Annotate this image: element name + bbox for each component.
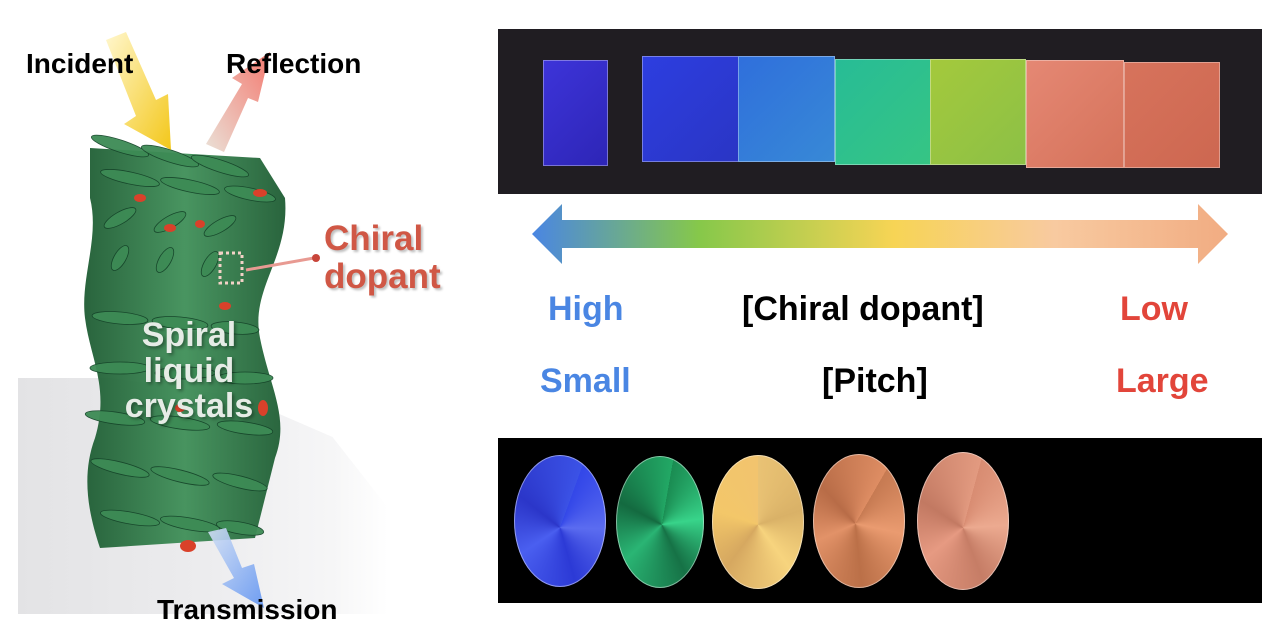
chiral-dopant-leader-line: [245, 254, 320, 272]
incident-label: Incident: [26, 48, 134, 79]
reflection-light-arrow-icon: [206, 52, 270, 152]
film-sample-1: [543, 60, 608, 166]
chiral-dopant-label: Chiral dopant: [324, 220, 441, 296]
dopant-highlight-box: [218, 251, 244, 285]
spiral-label-line2: liquid: [143, 351, 235, 390]
disc-sample-2: [616, 456, 704, 588]
disc-sample-1: [514, 455, 606, 587]
transmission-label: Transmission: [157, 594, 338, 625]
chiral-dopant-label-line2: dopant: [324, 256, 441, 296]
film-sample-6: [1026, 60, 1124, 168]
spiral-liquid-crystal-helix: [84, 134, 286, 552]
pitch-axis-label: [Pitch]: [822, 362, 928, 400]
chiral-dopant-label-line1: Chiral: [324, 219, 424, 258]
film-sample-4: [835, 59, 931, 165]
spiral-label-line1: Spiral: [141, 316, 237, 354]
low-concentration-label: Low: [1120, 290, 1188, 328]
chiral-dopant-molecules: [134, 189, 268, 552]
high-concentration-label: High: [548, 290, 624, 328]
spiral-liquid-crystals-label: Spiral liquid crystals: [104, 316, 274, 426]
film-sample-3: [738, 56, 835, 162]
film-sample-5: [930, 59, 1026, 165]
film-sample-2: [642, 56, 741, 162]
disc-sample-5: [917, 452, 1009, 590]
concentration-gradient-double-arrow: [532, 204, 1228, 264]
spiral-label-line3: crystals: [124, 387, 254, 426]
disc-sample-4: [813, 454, 905, 588]
large-pitch-label: Large: [1116, 362, 1209, 400]
incident-light-arrow-icon: [106, 32, 171, 150]
disc-samples-photo: [498, 438, 1262, 603]
disc-sample-3: [712, 455, 804, 589]
chiral-dopant-axis-label: [Chiral dopant]: [742, 290, 984, 328]
cholesteric-liquid-crystal-diagram: Incident Reflection Chiral dopant Spiral…: [0, 0, 490, 642]
small-pitch-label: Small: [540, 362, 631, 400]
transmission-light-arrow-icon: [208, 528, 264, 608]
film-samples-photo: [498, 29, 1262, 194]
film-sample-7: [1124, 62, 1220, 168]
reflection-label: Reflection: [226, 48, 362, 79]
